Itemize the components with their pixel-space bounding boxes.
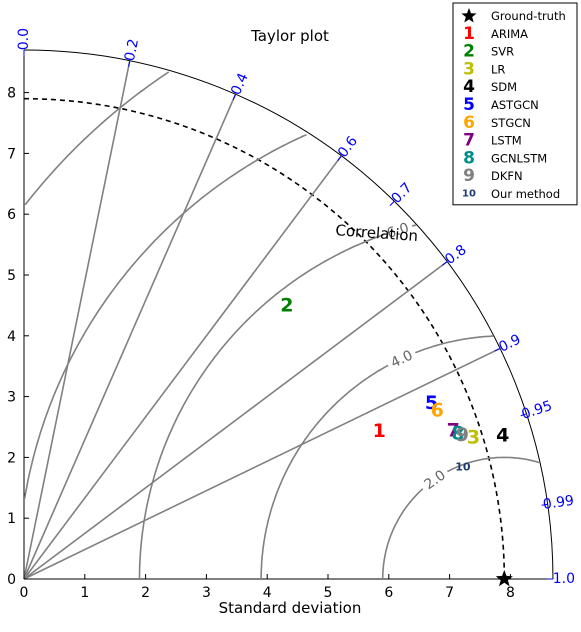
legend-marker: 1	[463, 24, 475, 44]
correlation-tick-label: 0.6	[335, 133, 361, 160]
rms-contour-label: 6.0	[385, 220, 411, 242]
correlation-tick-mark	[541, 503, 548, 506]
legend-marker: 8	[463, 148, 475, 168]
legend-label: STGCN	[491, 116, 531, 130]
y-tick-label: 1	[7, 511, 16, 527]
point-our-method: 10	[455, 461, 471, 474]
point-gcnlstm: 8	[451, 422, 464, 444]
correlation-tick-mark	[337, 155, 342, 161]
correlation-tick-label: 0.9	[496, 332, 523, 356]
y-tick-label: 4	[7, 329, 16, 345]
point-svr: 2	[280, 294, 293, 316]
x-tick-label: 8	[506, 585, 515, 601]
point-sdm: 4	[496, 425, 509, 447]
correlation-axis-label: Correlation	[335, 221, 419, 245]
x-tick-label: 6	[384, 585, 393, 601]
correlation-tick-mark	[232, 94, 237, 100]
correlation-tick-label: 0.0	[16, 28, 32, 50]
point-lr: 3	[467, 427, 480, 449]
legend-marker: 5	[463, 95, 475, 115]
y-tick-label: 5	[7, 268, 16, 284]
y-tick-label: 0	[7, 572, 16, 588]
legend-box	[452, 2, 578, 206]
x-tick-label: 0	[20, 585, 29, 601]
point-arima: 1	[373, 420, 386, 442]
rms-contour	[23, 133, 307, 499]
legend-marker: 10	[462, 189, 476, 200]
legend-label: LSTM	[491, 134, 522, 148]
point-lstm: 7	[447, 419, 460, 441]
point-dkfn: 9	[456, 424, 469, 446]
correlation-tick-mark	[442, 261, 448, 266]
correlation-tick-label: 0.4	[228, 71, 252, 98]
legend-marker: 9	[463, 166, 475, 186]
legend-ground-truth-star	[461, 8, 477, 23]
legend-marker: 4	[463, 77, 475, 97]
x-tick-label: 3	[202, 585, 211, 601]
correlation-tick-label: 0.95	[520, 398, 555, 423]
legend-label: SVR	[491, 45, 514, 59]
x-axis-label: Standard deviation	[219, 599, 362, 617]
legend-label: ARIMA	[491, 27, 528, 41]
reference-std-arc	[23, 97, 506, 580]
rms-label-bg	[417, 463, 453, 496]
x-tick-label: 1	[80, 585, 89, 601]
legend-label: Our method	[491, 187, 560, 201]
correlation-tick-label: 0.99	[542, 493, 575, 513]
x-tick-label: 4	[263, 585, 272, 601]
legend-label: Ground-truth	[491, 9, 566, 23]
correlation-gridline	[23, 60, 131, 580]
x-tick-label: 2	[141, 585, 150, 601]
legend-label: DKFN	[491, 169, 523, 183]
y-tick-label: 7	[7, 146, 16, 162]
y-tick-label: 3	[7, 390, 16, 406]
correlation-gridline	[23, 347, 501, 580]
y-tick-label: 2	[7, 450, 16, 466]
legend-marker: 7	[463, 131, 475, 151]
correlation-gridline	[23, 260, 448, 580]
rms-contour	[381, 456, 541, 579]
rms-contour	[24, 71, 170, 206]
outer-arc	[23, 49, 554, 580]
legend-marker: 3	[463, 59, 475, 79]
point-astgcn: 5	[425, 392, 438, 414]
legend: Ground-truth 1 ARIMA 2 SVR 3 LR 4 SDM 5 ASTGCN 6 STG…	[452, 2, 578, 206]
correlation-tick-label: 0.2	[122, 37, 142, 62]
rms-contour	[260, 335, 494, 579]
legend-label: LR	[491, 62, 505, 76]
correlation-tick-mark	[128, 60, 131, 67]
correlation-tick-mark	[520, 413, 527, 417]
legend-marker: 2	[463, 42, 475, 62]
legend-label: SDM	[491, 80, 517, 94]
x-tick-label: 7	[445, 585, 454, 601]
ground-truth-star	[495, 570, 513, 587]
rms-label-bg	[384, 344, 419, 374]
legend-label: GCNLSTM	[491, 151, 547, 165]
correlation-tick-mark	[494, 347, 501, 352]
correlation-tick-label: 1.0	[553, 571, 575, 587]
correlation-tick-mark	[389, 200, 395, 206]
correlation-gridline	[23, 93, 237, 580]
y-tick-label: 6	[7, 207, 16, 223]
legend-label: ASTGCN	[491, 98, 539, 112]
point-stgcn: 6	[431, 400, 444, 422]
rms-label-bg	[380, 217, 415, 244]
correlation-tick-label: 0.8	[442, 242, 469, 268]
y-tick-label: 8	[7, 86, 16, 102]
rms-contour	[138, 224, 417, 579]
chart-title: Taylor plot	[250, 27, 329, 45]
legend-marker: 6	[463, 113, 475, 133]
correlation-gridline	[23, 155, 343, 580]
x-tick-label: 5	[324, 585, 333, 601]
